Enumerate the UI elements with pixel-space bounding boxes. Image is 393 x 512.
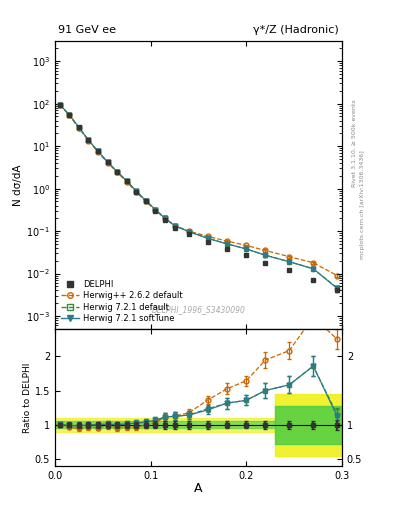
- Y-axis label: N dσ/dA: N dσ/dA: [13, 164, 24, 206]
- Text: Rivet 3.1.10, ≥ 500k events: Rivet 3.1.10, ≥ 500k events: [352, 99, 357, 187]
- Text: DELPHI_1996_S3430090: DELPHI_1996_S3430090: [152, 306, 245, 314]
- Text: 91 GeV ee: 91 GeV ee: [58, 25, 116, 35]
- Text: γ*/Z (Hadronic): γ*/Z (Hadronic): [253, 25, 339, 35]
- Y-axis label: Ratio to DELPHI: Ratio to DELPHI: [23, 362, 32, 433]
- Legend: DELPHI, Herwig++ 2.6.2 default, Herwig 7.2.1 default, Herwig 7.2.1 softTune: DELPHI, Herwig++ 2.6.2 default, Herwig 7…: [59, 278, 185, 325]
- Text: mcplots.cern.ch [arXiv:1306.3436]: mcplots.cern.ch [arXiv:1306.3436]: [360, 151, 365, 259]
- X-axis label: A: A: [194, 482, 203, 495]
